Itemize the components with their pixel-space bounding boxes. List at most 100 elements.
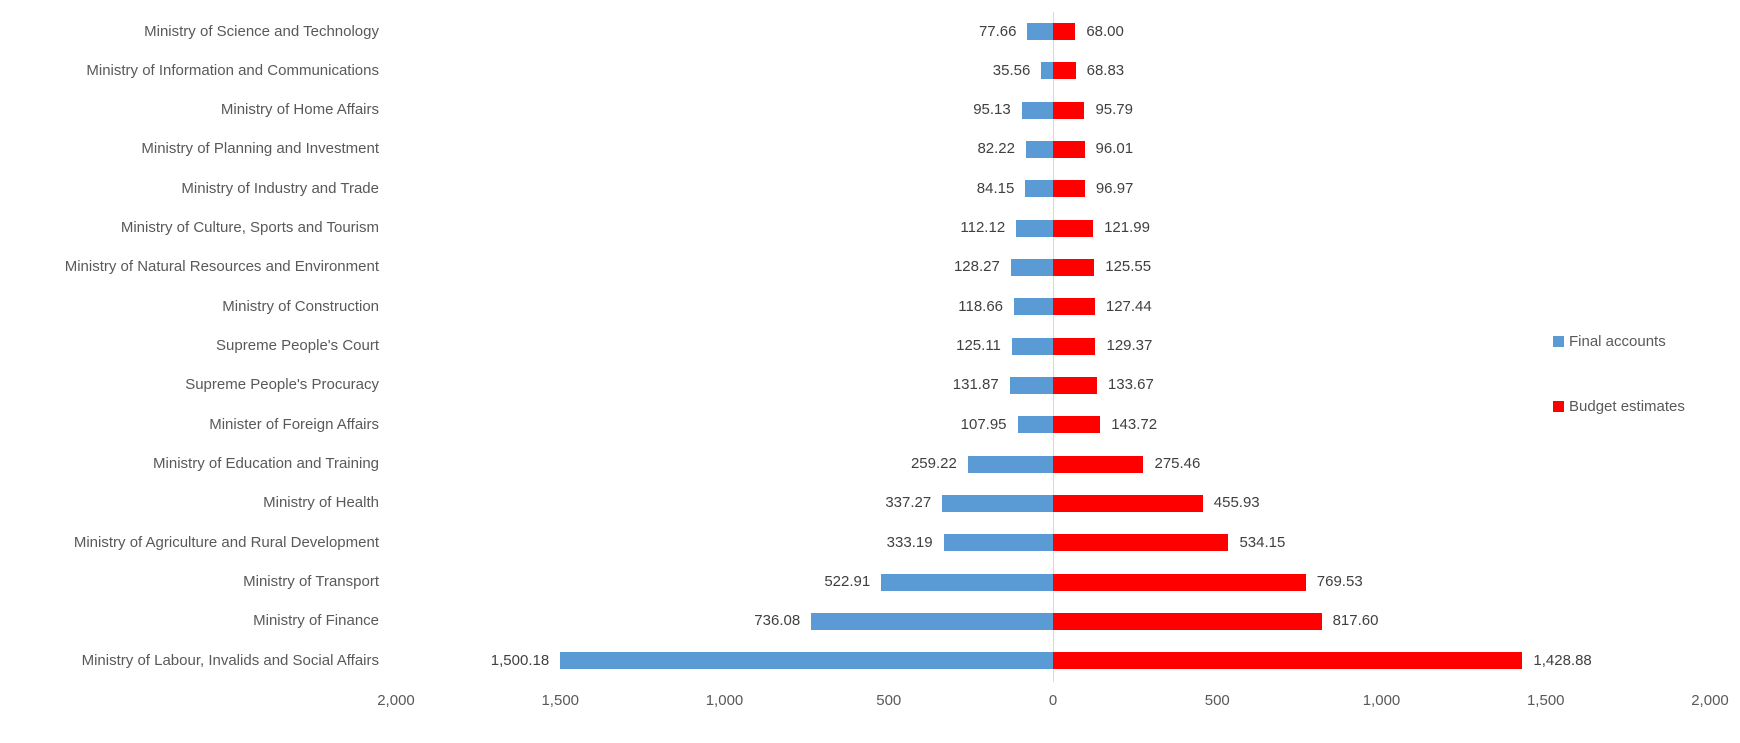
- final-accounts-value: 1,500.18: [490, 651, 550, 669]
- final-accounts-bar: [560, 652, 1053, 670]
- budget-estimates-bar: [1053, 416, 1101, 434]
- budget-estimates-value: 275.46: [1154, 455, 1201, 473]
- budget-estimates-value: 769.53: [1316, 573, 1363, 591]
- legend-item-budget-estimates: Budget estimates: [1553, 398, 1685, 415]
- budget-estimates-bar: [1053, 62, 1076, 80]
- x-tick-label: 1,500: [541, 692, 580, 709]
- budget-estimates-bar: [1053, 612, 1322, 630]
- final-accounts-value: 333.19: [886, 533, 933, 551]
- category-label: Ministry of Finance: [253, 612, 379, 630]
- final-accounts-bar: [1011, 337, 1053, 355]
- budget-estimates-value: 455.93: [1213, 494, 1260, 512]
- budget-estimates-value: 96.97: [1095, 179, 1134, 197]
- budget-estimates-bar: [1053, 219, 1094, 237]
- category-label: Ministry of Health: [263, 494, 379, 512]
- final-accounts-value: 337.27: [885, 494, 932, 512]
- category-label: Ministry of Natural Resources and Enviro…: [64, 258, 379, 276]
- budget-estimates-value: 133.67: [1107, 376, 1154, 394]
- budget-estimates-value: 129.37: [1106, 337, 1153, 355]
- final-accounts-bar: [943, 534, 1053, 552]
- legend-label-final-accounts: Final accounts: [1569, 333, 1666, 350]
- category-label: Ministry of Home Affairs: [220, 101, 379, 119]
- final-accounts-bar: [1016, 219, 1053, 237]
- final-accounts-bar: [1010, 258, 1053, 276]
- budget-estimates-value: 68.83: [1086, 61, 1125, 79]
- category-label: Minister of Foreign Affairs: [209, 415, 379, 433]
- final-accounts-value: 128.27: [953, 258, 1000, 276]
- final-accounts-bar: [1014, 298, 1053, 316]
- final-accounts-value: 118.66: [958, 297, 1004, 315]
- final-accounts-value: 736.08: [754, 612, 801, 630]
- category-label: Ministry of Science and Technology: [144, 22, 379, 40]
- category-label: Supreme People's Court: [216, 337, 379, 355]
- category-label: Ministry of Education and Training: [153, 455, 379, 473]
- budget-estimates-value: 121.99: [1104, 219, 1150, 237]
- final-accounts-bar: [967, 455, 1053, 473]
- x-tick-label: 2,000: [1691, 692, 1729, 709]
- budget-estimates-value: 95.79: [1095, 101, 1133, 119]
- category-label: Ministry of Agriculture and Rural Develo…: [73, 533, 379, 551]
- final-accounts-bar: [1021, 101, 1053, 119]
- x-tick-label: 0: [1048, 692, 1058, 709]
- final-accounts-bar: [1025, 180, 1053, 198]
- budget-estimates-value: 96.01: [1095, 140, 1134, 158]
- final-accounts-value: 35.56: [992, 61, 1031, 79]
- budget-estimates-bar: [1053, 180, 1085, 198]
- x-tick-label: 1,000: [1362, 692, 1401, 709]
- budget-estimates-bar: [1053, 258, 1095, 276]
- budget-estimates-bar: [1053, 652, 1523, 670]
- budget-estimates-value: 1,428.88: [1533, 651, 1592, 669]
- x-tick-label: 2,000: [377, 692, 415, 709]
- final-accounts-value: 522.91: [824, 573, 871, 591]
- x-tick-label: 1,000: [705, 692, 744, 709]
- category-label: Ministry of Labour, Invalids and Social …: [81, 651, 379, 669]
- budget-estimates-bar: [1053, 376, 1097, 394]
- category-label: Ministry of Transport: [243, 573, 379, 591]
- budget-estimates-bar: [1053, 23, 1076, 40]
- budget-estimates-value: 127.44: [1105, 297, 1152, 315]
- budget-estimates-value: 817.60: [1332, 612, 1379, 630]
- final-accounts-bar: [1025, 140, 1053, 158]
- final-accounts-value: 95.13: [973, 101, 1011, 119]
- final-accounts-value: 131.87: [952, 376, 999, 394]
- final-accounts-value: 77.66: [978, 22, 1017, 40]
- category-label: Ministry of Information and Communicatio…: [86, 61, 379, 79]
- budget-estimates-value: 534.15: [1239, 533, 1286, 551]
- final-accounts-bar: [942, 494, 1053, 512]
- category-label: Supreme People's Procuracy: [185, 376, 379, 394]
- budget-estimates-bar: [1053, 573, 1306, 591]
- final-accounts-bar: [1041, 62, 1053, 80]
- x-tick-label: 1,500: [1526, 692, 1565, 709]
- final-accounts-value: 125.11: [956, 337, 1001, 355]
- final-accounts-bar: [1017, 416, 1053, 434]
- final-accounts-bar: [881, 573, 1053, 591]
- legend-label-budget-estimates: Budget estimates: [1569, 398, 1685, 415]
- final-accounts-bar: [1009, 376, 1053, 394]
- budget-estimates-bar: [1053, 455, 1144, 473]
- budget-estimates-swatch-icon: [1553, 401, 1564, 412]
- final-accounts-swatch-icon: [1553, 336, 1564, 347]
- budget-estimates-bar: [1053, 337, 1096, 355]
- x-tick-label: 500: [1204, 692, 1230, 709]
- x-tick-label: 500: [876, 692, 902, 709]
- budget-estimates-bar: [1053, 101, 1085, 119]
- final-accounts-value: 112.12: [960, 219, 1006, 237]
- category-label: Ministry of Industry and Trade: [181, 179, 379, 197]
- budget-estimates-bar: [1053, 140, 1085, 158]
- category-label: Ministry of Planning and Investment: [141, 140, 379, 158]
- final-accounts-value: 84.15: [976, 179, 1015, 197]
- final-accounts-bar: [811, 612, 1053, 630]
- category-label: Ministry of Construction: [222, 297, 379, 315]
- final-accounts-value: 82.22: [977, 140, 1015, 158]
- budget-estimates-value: 143.72: [1111, 415, 1158, 433]
- final-accounts-value: 107.95: [960, 415, 1007, 433]
- budget-estimates-value: 125.55: [1105, 258, 1152, 276]
- budget-estimates-bar: [1053, 494, 1203, 512]
- category-label: Ministry of Culture, Sports and Tourism: [120, 219, 379, 237]
- legend-item-final-accounts: Final accounts: [1553, 333, 1666, 350]
- budget-estimates-value: 68.00: [1086, 22, 1124, 40]
- budget-estimates-bar: [1053, 534, 1229, 552]
- final-accounts-value: 259.22: [910, 455, 957, 473]
- final-accounts-bar: [1027, 23, 1053, 40]
